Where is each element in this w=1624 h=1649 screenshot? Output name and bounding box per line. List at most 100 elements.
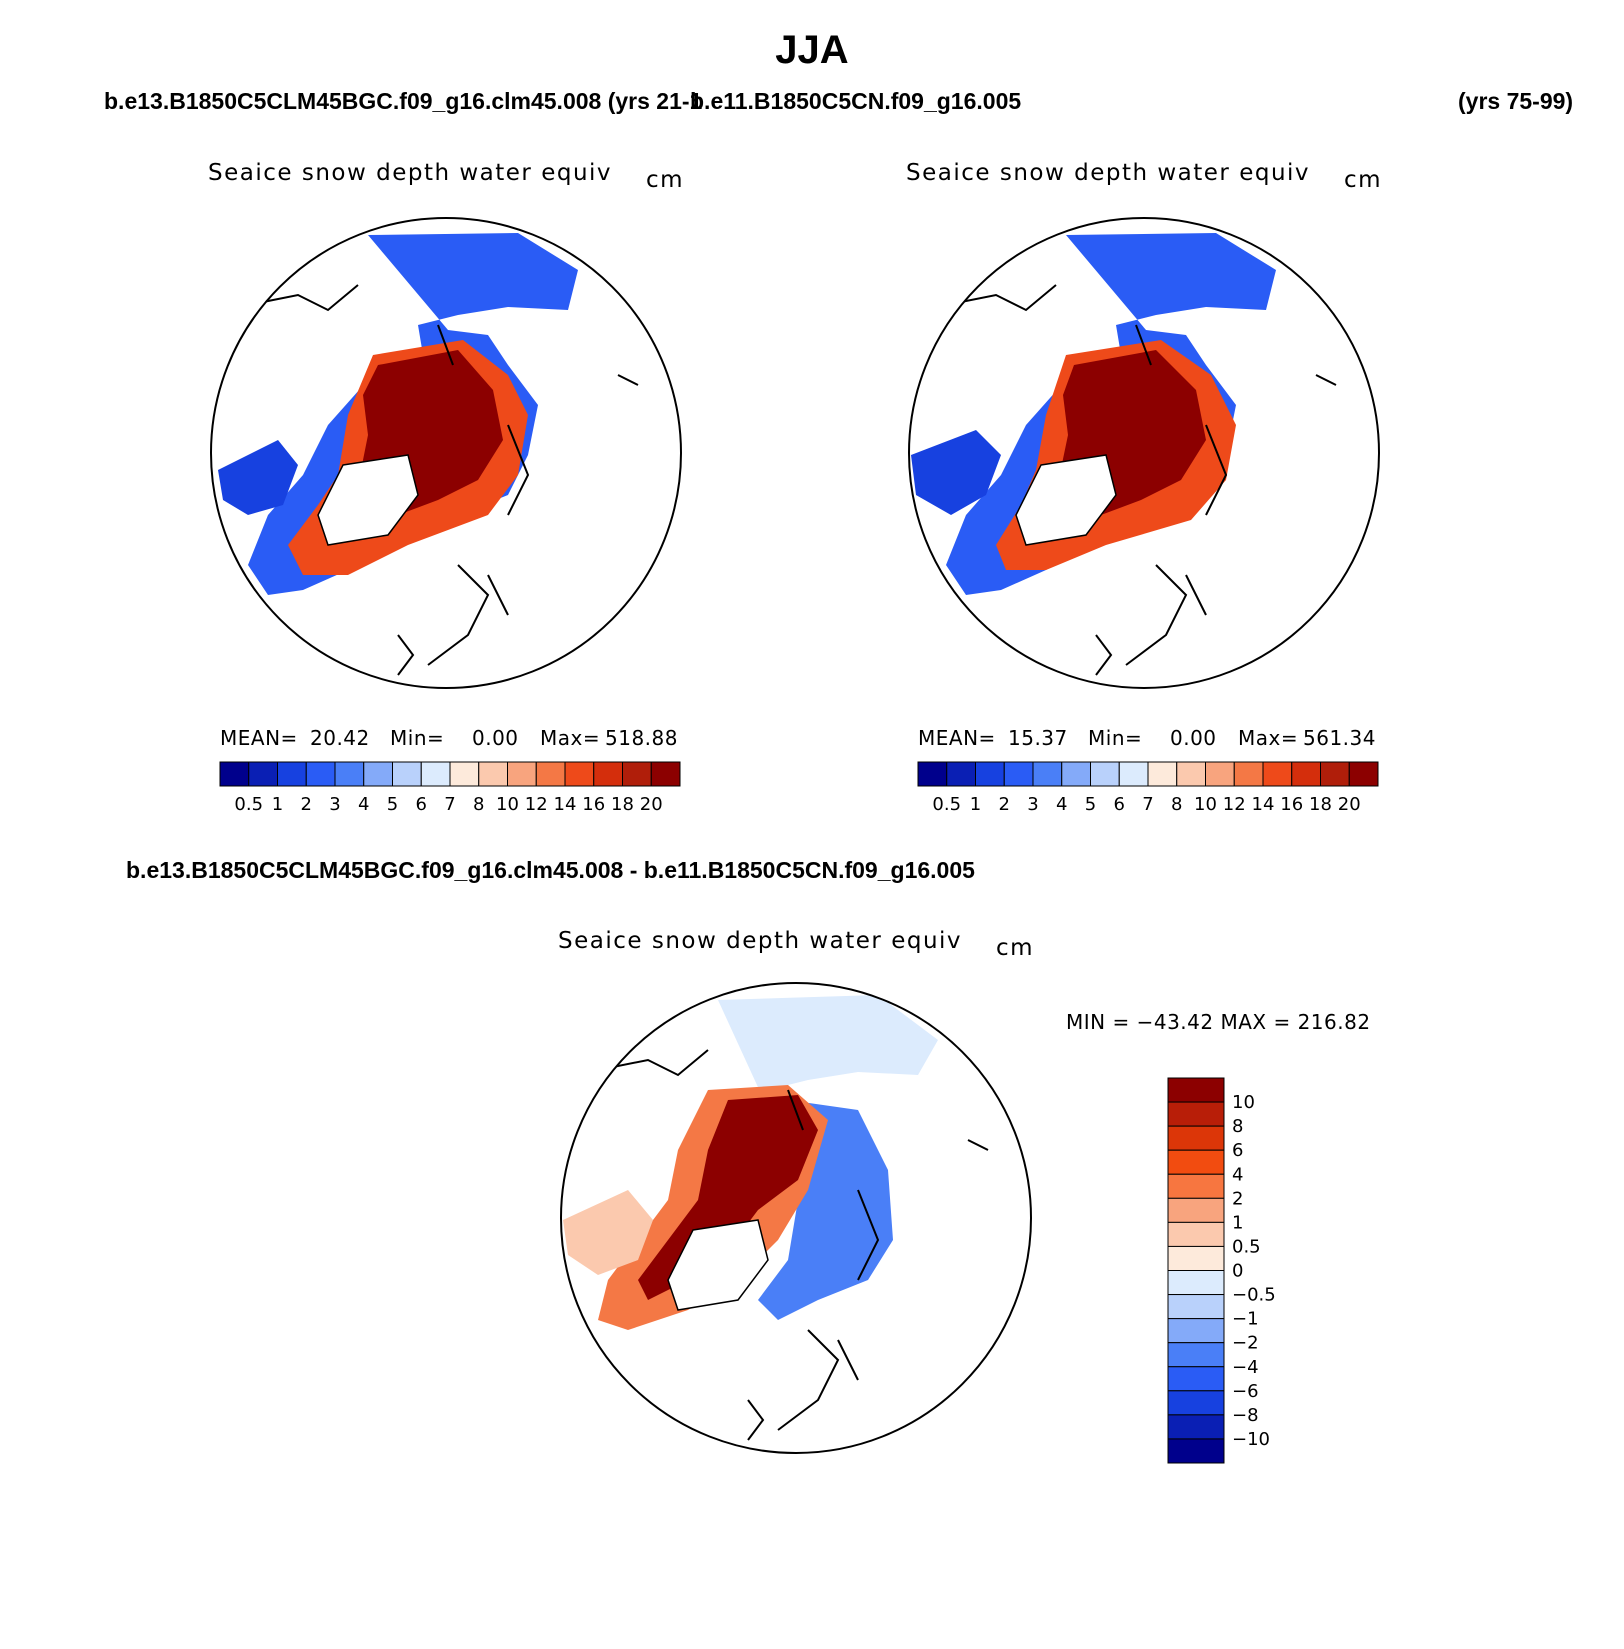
panel2-colorbar-swatch [1348, 761, 1379, 787]
panel2-colorbar-swatch [1205, 761, 1235, 787]
panel1-polar-map [210, 217, 682, 689]
case-label-model2: b.e11.B1850C5CN.f09_g16.005 [690, 88, 1022, 114]
diff-colorbar-tick-label: −8 [1232, 1405, 1259, 1426]
panel2-colorbar-swatch [946, 761, 976, 787]
season-title: JJA [775, 28, 849, 72]
diff-units-label: cm [996, 935, 1035, 961]
panel2-colorbar-tick-label: 2 [999, 794, 1010, 815]
panel2-coastline [945, 284, 1337, 676]
panel2-colorbar-swatch [1262, 761, 1293, 787]
panel2-colorbar-tick-label: 16 [1280, 794, 1303, 815]
diff-colorbar-tick-label: −6 [1232, 1381, 1259, 1402]
diff-colorbar-swatch [1167, 1438, 1225, 1464]
panel1-min-label: Min= [390, 726, 445, 750]
diff-colorbar-tick-label: 0 [1232, 1261, 1243, 1282]
panel2-colorbar-tick-label: 1 [970, 794, 981, 815]
panel2-colorbar-swatch [1176, 761, 1206, 787]
panel1-colorbar-tick-label: 12 [525, 794, 548, 815]
panel2-units-label: cm [1344, 167, 1383, 193]
panel1-colorbar-swatch [420, 761, 451, 787]
panel1-colorbar-tick-label: 16 [582, 794, 605, 815]
panel1-colorbar-swatch [305, 761, 336, 787]
diff-colorbar-tick-label: 6 [1232, 1140, 1243, 1161]
panel2-colorbar-swatch [1291, 761, 1321, 787]
panel2-colorbar-tick-label: 7 [1142, 794, 1153, 815]
panel1-max-value: 518.88 [605, 726, 678, 750]
panel2-colorbar-swatch [1032, 761, 1063, 787]
panel2-colorbar-swatch [1003, 761, 1034, 787]
panel1-ice-region-blue-left [218, 440, 298, 515]
panel1-colorbar-tick-label: 6 [416, 794, 427, 815]
panel1-colorbar-tick-label: 1 [272, 794, 283, 815]
panel1-colorbar-swatch [478, 761, 508, 787]
diff-colorbar-swatch [1167, 1149, 1225, 1175]
diff-colorbar-tick-label: −2 [1232, 1333, 1259, 1354]
panel2-max-label: Max= [1238, 726, 1299, 750]
diff-colorbar-tick-label: 10 [1232, 1092, 1255, 1113]
diff-colorbar-tick-label: 0.5 [1232, 1236, 1261, 1257]
panel2-colorbar-tick-label: 8 [1171, 794, 1182, 815]
panel1-colorbar-swatch [449, 761, 480, 787]
diff-colorbar-swatch [1167, 1197, 1225, 1223]
diff-colorbar-swatch [1167, 1245, 1225, 1271]
diff-colorbar-swatch [1167, 1366, 1225, 1392]
diff-colorbar-swatch [1167, 1077, 1225, 1103]
panel1-colorbar-tick-label: 10 [496, 794, 519, 815]
panel1-colorbar-swatch [219, 761, 250, 787]
diff-colorbar-swatch [1167, 1294, 1225, 1320]
diff-colorbar-tick-label: 1 [1232, 1212, 1243, 1233]
diff-colorbar: 10 8 6 4 2 1 0.5 0 −0.5 −1 −2 −4 −6 −8 −10 [1167, 1077, 1276, 1464]
diff-colorbar-tick-label: 4 [1232, 1164, 1243, 1185]
diff-colorbar-tick-label: −0.5 [1232, 1285, 1276, 1306]
diff-colorbar-swatch [1167, 1414, 1225, 1440]
panel2-colorbar-swatch [1233, 761, 1264, 787]
panel2-mean-value: 15.37 [1008, 726, 1068, 750]
panel1-colorbar: 0.5 1 2 3 4 5 6 7 8 10 12 14 16 18 20 [219, 761, 681, 815]
diff-colorbar-tick-label: 2 [1232, 1188, 1243, 1209]
panel1-colorbar-swatch [507, 761, 537, 787]
panel2-colorbar-swatch [975, 761, 1005, 787]
diff-greenland [667, 1219, 769, 1311]
panel2-colorbar-tick-label: 12 [1223, 794, 1246, 815]
diff-colorbar-swatch [1167, 1318, 1225, 1344]
diff-polar-map [560, 982, 1032, 1454]
diff-variable-label: Seaice snow depth water equiv [558, 928, 963, 954]
case-years-model2: (yrs 75-99) [1458, 88, 1574, 114]
diff-colorbar-swatch [1167, 1221, 1225, 1247]
panel1-colorbar-swatch [535, 761, 566, 787]
panel2-greenland [1015, 454, 1117, 546]
diff-colorbar-swatch [1167, 1125, 1225, 1151]
panel1-colorbar-swatch [363, 761, 393, 787]
panel1-colorbar-tick-label: 8 [473, 794, 484, 815]
panel1-mean-value: 20.42 [310, 726, 370, 750]
panel2-min-label: Min= [1088, 726, 1143, 750]
diff-colorbar-swatch [1167, 1342, 1225, 1368]
diff-stats: MIN = −43.42 MAX = 216.82 [1066, 1010, 1371, 1034]
panel1-colorbar-swatch [392, 761, 422, 787]
panel2-colorbar-tick-label: 20 [1338, 794, 1361, 815]
panel1-variable-label: Seaice snow depth water equiv [208, 160, 613, 186]
diff-colorbar-swatch [1167, 1270, 1225, 1296]
panel1-colorbar-tick-label: 18 [611, 794, 634, 815]
panel1-colorbar-swatch [277, 761, 307, 787]
panel2-max-value: 561.34 [1303, 726, 1376, 750]
panel1-colorbar-tick-label: 5 [387, 794, 398, 815]
panel2-colorbar-tick-label: 5 [1085, 794, 1096, 815]
panel2-colorbar-tick-label: 3 [1027, 794, 1038, 815]
panel2-colorbar-swatch [1147, 761, 1178, 787]
diff-colorbar-swatch [1167, 1101, 1225, 1127]
panel2-min-value: 0.00 [1170, 726, 1217, 750]
panel1-coastline [247, 284, 639, 676]
panel2-colorbar-swatch [1090, 761, 1120, 787]
panel2-colorbar-tick-label: 18 [1309, 794, 1332, 815]
diff-case-label: b.e13.B1850C5CLM45BGC.f09_g16.clm45.008 … [126, 857, 975, 883]
panel1-units-label: cm [646, 167, 685, 193]
panel1-colorbar-swatch [622, 761, 652, 787]
diff-colorbar-swatch [1167, 1390, 1225, 1416]
panel2-variable-label: Seaice snow depth water equiv [906, 160, 1311, 186]
case-label-model1: b.e13.B1850C5CLM45BGC.f09_g16.clm45.008 … [104, 88, 703, 114]
panel1-min-value: 0.00 [472, 726, 519, 750]
panel2-ice-region-blue-left [911, 430, 1001, 515]
panel1-colorbar-tick-label: 4 [358, 794, 369, 815]
panel2-colorbar-tick-label: 4 [1056, 794, 1067, 815]
